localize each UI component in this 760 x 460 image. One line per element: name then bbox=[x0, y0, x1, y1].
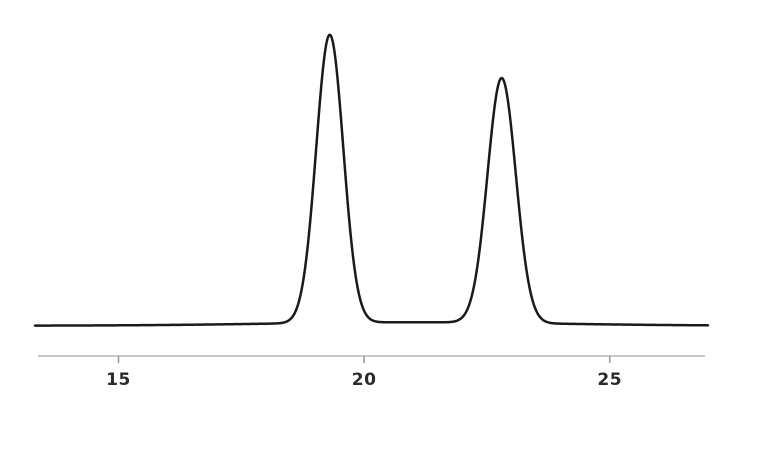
x-axis-ticks bbox=[117, 356, 611, 363]
x-axis bbox=[38, 355, 705, 363]
x-axis-tick-label: 20 bbox=[351, 370, 377, 390]
x-axis-tick-label: 25 bbox=[597, 370, 623, 390]
x-axis-tick-label: 15 bbox=[106, 370, 131, 390]
data-trace-group bbox=[33, 33, 710, 327]
chromatogram-trace bbox=[33, 33, 710, 327]
